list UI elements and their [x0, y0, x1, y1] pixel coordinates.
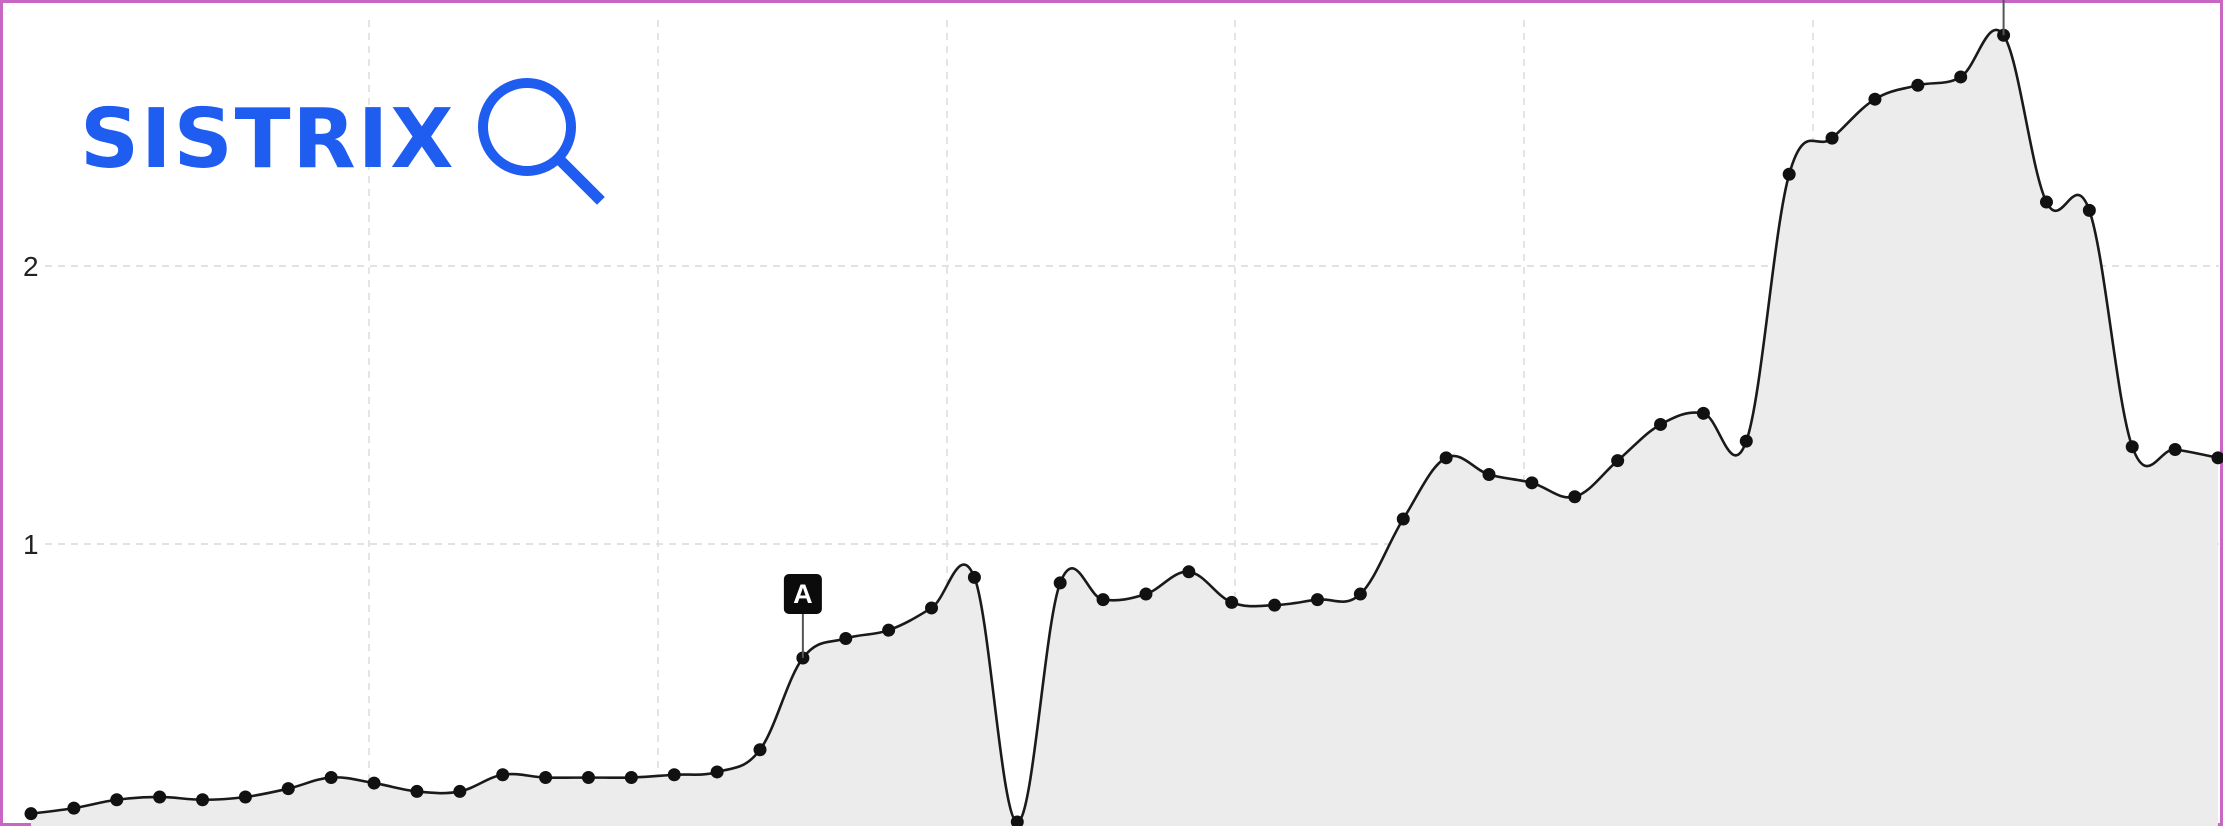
annotation-b: B — [2002, 0, 2005, 36]
data-point — [1911, 78, 1925, 92]
data-point — [1825, 131, 1839, 145]
data-point — [1439, 451, 1453, 465]
annotation-markers: AB — [783, 0, 2005, 658]
data-point — [581, 771, 595, 785]
magnifier-icon — [478, 78, 606, 205]
data-point — [67, 801, 81, 815]
data-point — [882, 623, 896, 637]
data-point — [1482, 468, 1496, 481]
data-point — [1954, 70, 1968, 84]
data-point — [496, 768, 510, 782]
data-point — [1353, 587, 1367, 601]
data-point — [2211, 451, 2223, 465]
data-point — [1525, 476, 1539, 490]
data-point — [410, 784, 424, 798]
logo-text: SISTRIX — [80, 92, 456, 187]
data-point — [667, 768, 681, 782]
data-point — [1696, 406, 1710, 420]
data-point — [1053, 576, 1067, 590]
data-point — [110, 793, 124, 807]
data-point — [753, 743, 767, 757]
data-point — [1182, 565, 1196, 579]
data-point — [1139, 587, 1153, 601]
data-point — [453, 784, 467, 798]
data-point — [1568, 490, 1582, 504]
annotation-a: A — [783, 573, 822, 658]
data-point — [2168, 442, 2182, 456]
y-axis-ticks: 12 — [23, 251, 39, 560]
data-point — [925, 601, 939, 615]
data-point — [1739, 434, 1753, 448]
y-tick-label: 2 — [23, 251, 39, 282]
data-point — [1310, 593, 1324, 607]
data-point — [1096, 593, 1110, 607]
data-point — [2125, 440, 2139, 454]
data-point — [367, 776, 381, 790]
data-point — [24, 807, 38, 821]
data-point — [1654, 417, 1668, 431]
data-point — [967, 570, 981, 584]
y-tick-label: 1 — [23, 529, 39, 560]
data-point — [1396, 512, 1410, 526]
data-point — [839, 632, 853, 646]
data-points — [24, 28, 2223, 826]
data-point — [153, 790, 167, 804]
series-area — [31, 29, 2218, 826]
data-point — [1611, 454, 1625, 468]
data-point — [1225, 595, 1239, 609]
data-point — [624, 771, 638, 785]
data-point — [1782, 167, 1796, 181]
data-point — [1010, 815, 1024, 826]
data-point — [1868, 92, 1882, 106]
data-point — [710, 765, 724, 779]
annotation-label: A — [793, 579, 813, 609]
data-point — [238, 790, 252, 804]
sistrix-logo: SISTRIX — [80, 70, 606, 210]
data-point — [281, 782, 295, 796]
data-point — [2082, 203, 2096, 217]
data-point — [2039, 195, 2053, 209]
data-point — [196, 793, 210, 807]
data-point — [324, 771, 338, 785]
data-point — [1268, 598, 1282, 612]
data-point — [539, 771, 553, 785]
annotation-box — [783, 573, 822, 614]
